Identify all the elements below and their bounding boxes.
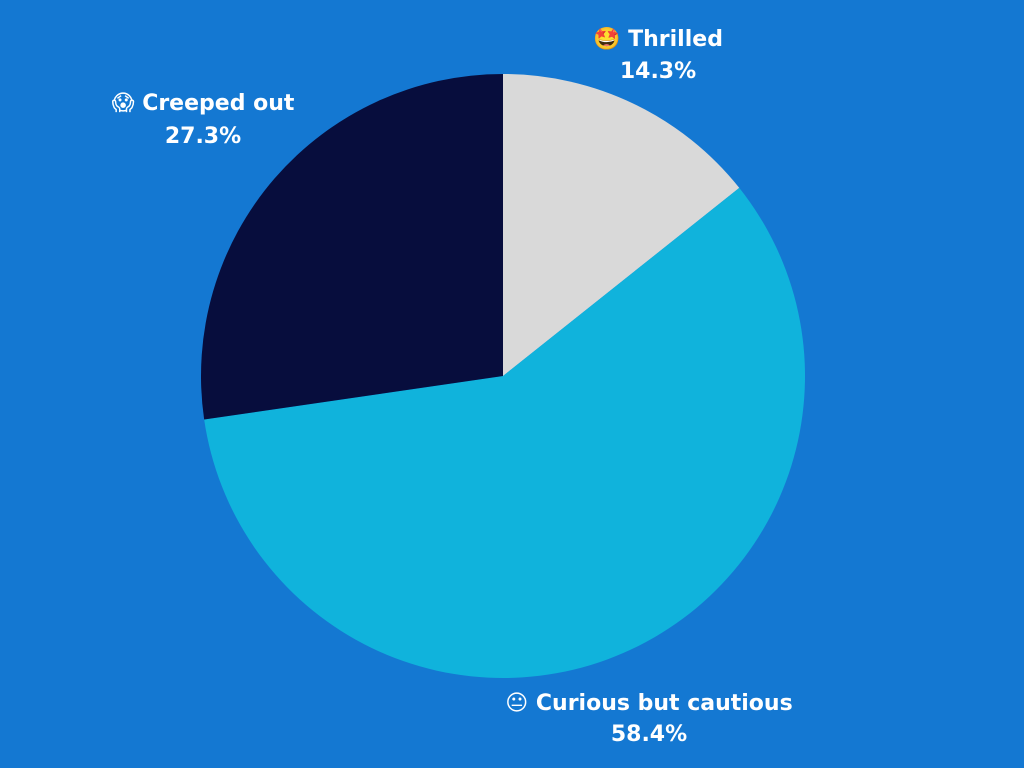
slice-value-creeped-out: 27.3%	[165, 124, 241, 149]
slice-label-text: Curious but cautious	[536, 691, 793, 716]
pie-slice-creeped-out	[201, 74, 503, 420]
pie-slice-thrilled	[503, 74, 740, 376]
slice-label-creeped-out: 😱 Creeped out	[112, 91, 295, 116]
slice-value-curious-but-cautious: 58.4%	[611, 722, 687, 747]
neutral-face-emoji-icon: 😐	[505, 691, 536, 716]
screaming-face-emoji-icon: 😱	[112, 91, 143, 116]
pie-labels: 🤩 Thrilled 14.3% 😐 Curious but cautious 58.…	[112, 26, 793, 747]
slice-label-curious-but-cautious: 😐 Curious but cautious	[505, 691, 792, 716]
pie-slice-curious-but-cautious	[204, 187, 806, 679]
star-struck-emoji-icon: 🤩	[593, 26, 628, 52]
slice-label-text: Thrilled	[628, 27, 723, 52]
slice-label-text: Creeped out	[142, 91, 295, 116]
pie-slices	[201, 74, 806, 679]
slice-value-thrilled: 14.3%	[620, 59, 696, 84]
slice-label-thrilled: 🤩 Thrilled	[593, 26, 723, 52]
